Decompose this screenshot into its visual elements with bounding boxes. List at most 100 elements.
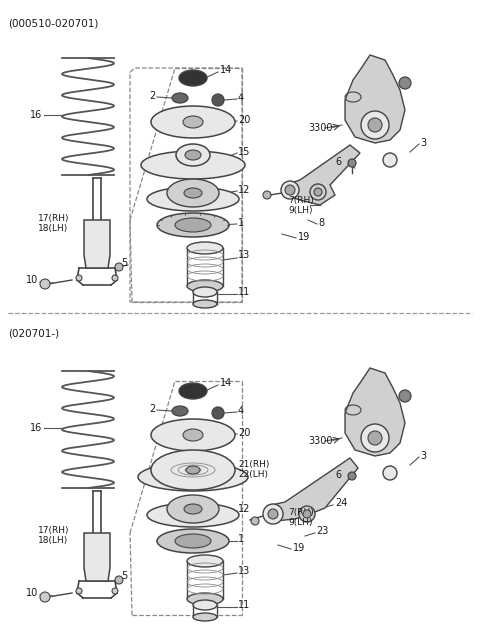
Circle shape: [310, 184, 326, 200]
Ellipse shape: [179, 383, 207, 399]
Circle shape: [76, 588, 82, 594]
Text: 4: 4: [238, 93, 244, 103]
Circle shape: [212, 94, 224, 106]
Ellipse shape: [151, 419, 235, 451]
Ellipse shape: [141, 151, 245, 179]
Circle shape: [383, 466, 397, 480]
Circle shape: [76, 275, 82, 281]
Circle shape: [268, 509, 278, 519]
Circle shape: [348, 159, 356, 167]
Ellipse shape: [193, 613, 217, 621]
Ellipse shape: [151, 450, 235, 490]
Ellipse shape: [183, 116, 203, 128]
Circle shape: [263, 504, 283, 524]
Circle shape: [361, 111, 389, 139]
Ellipse shape: [172, 93, 188, 103]
Text: 2: 2: [149, 91, 155, 101]
Text: 14: 14: [220, 65, 232, 75]
Text: 3300: 3300: [308, 123, 333, 133]
Polygon shape: [84, 533, 110, 581]
Polygon shape: [285, 145, 360, 205]
Text: 14: 14: [220, 378, 232, 388]
Text: 6: 6: [335, 470, 341, 480]
Text: 23: 23: [316, 526, 328, 536]
Text: 1: 1: [238, 534, 244, 544]
Ellipse shape: [193, 287, 217, 297]
Text: 16: 16: [30, 423, 42, 433]
Circle shape: [112, 275, 118, 281]
Text: 12: 12: [238, 185, 251, 195]
Text: 3: 3: [420, 138, 426, 148]
Ellipse shape: [175, 218, 211, 232]
Ellipse shape: [186, 466, 200, 474]
Ellipse shape: [151, 106, 235, 138]
Circle shape: [303, 510, 311, 518]
Ellipse shape: [157, 529, 229, 553]
Circle shape: [40, 592, 50, 602]
Ellipse shape: [167, 179, 219, 207]
Text: 19: 19: [293, 543, 305, 553]
Text: 7(RH): 7(RH): [288, 508, 314, 517]
Circle shape: [115, 576, 123, 584]
Circle shape: [212, 407, 224, 419]
Text: 9(LH): 9(LH): [288, 206, 312, 214]
Ellipse shape: [187, 280, 223, 292]
Circle shape: [251, 517, 259, 525]
Circle shape: [399, 390, 411, 402]
Ellipse shape: [187, 593, 223, 605]
Text: 8: 8: [318, 218, 324, 228]
Text: 16: 16: [30, 110, 42, 120]
Circle shape: [263, 191, 271, 199]
Ellipse shape: [176, 144, 210, 166]
Ellipse shape: [157, 213, 229, 237]
Ellipse shape: [179, 70, 207, 86]
Circle shape: [299, 506, 315, 522]
Ellipse shape: [147, 187, 239, 211]
Circle shape: [348, 472, 356, 480]
Circle shape: [368, 118, 382, 132]
Ellipse shape: [187, 242, 223, 254]
Ellipse shape: [167, 495, 219, 523]
Circle shape: [383, 153, 397, 167]
Text: 19: 19: [298, 232, 310, 242]
Ellipse shape: [172, 406, 188, 416]
Text: 18(LH): 18(LH): [38, 537, 68, 545]
Text: 10: 10: [26, 275, 38, 285]
Text: 21(RH): 21(RH): [238, 460, 269, 470]
Text: 20: 20: [238, 428, 251, 438]
Text: 5: 5: [121, 571, 127, 581]
Ellipse shape: [175, 534, 211, 548]
Text: 1: 1: [238, 218, 244, 228]
Text: 17(RH): 17(RH): [38, 214, 70, 223]
Polygon shape: [345, 368, 405, 456]
Text: 3300: 3300: [308, 436, 333, 446]
Ellipse shape: [147, 503, 239, 527]
Text: 12: 12: [238, 504, 251, 514]
Circle shape: [368, 431, 382, 445]
Text: 10: 10: [26, 588, 38, 598]
Text: 6: 6: [335, 157, 341, 167]
Text: (020701-): (020701-): [8, 328, 59, 338]
Polygon shape: [84, 220, 110, 268]
Circle shape: [399, 77, 411, 89]
Text: 13: 13: [238, 250, 250, 260]
Text: 15: 15: [238, 147, 251, 157]
Text: 22(LH): 22(LH): [238, 470, 268, 480]
Polygon shape: [267, 458, 358, 521]
Text: 17(RH): 17(RH): [38, 527, 70, 535]
Ellipse shape: [183, 429, 203, 441]
Text: 11: 11: [238, 287, 250, 297]
Text: 3: 3: [420, 451, 426, 461]
Ellipse shape: [187, 555, 223, 567]
Circle shape: [281, 181, 299, 199]
Ellipse shape: [184, 504, 202, 514]
Ellipse shape: [193, 300, 217, 308]
Text: 7(RH): 7(RH): [288, 196, 314, 204]
Text: (000510-020701): (000510-020701): [8, 18, 98, 28]
Circle shape: [285, 185, 295, 195]
Polygon shape: [345, 55, 405, 143]
Ellipse shape: [138, 463, 248, 491]
Text: 4: 4: [238, 406, 244, 416]
Text: 20: 20: [238, 115, 251, 125]
Ellipse shape: [185, 150, 201, 160]
